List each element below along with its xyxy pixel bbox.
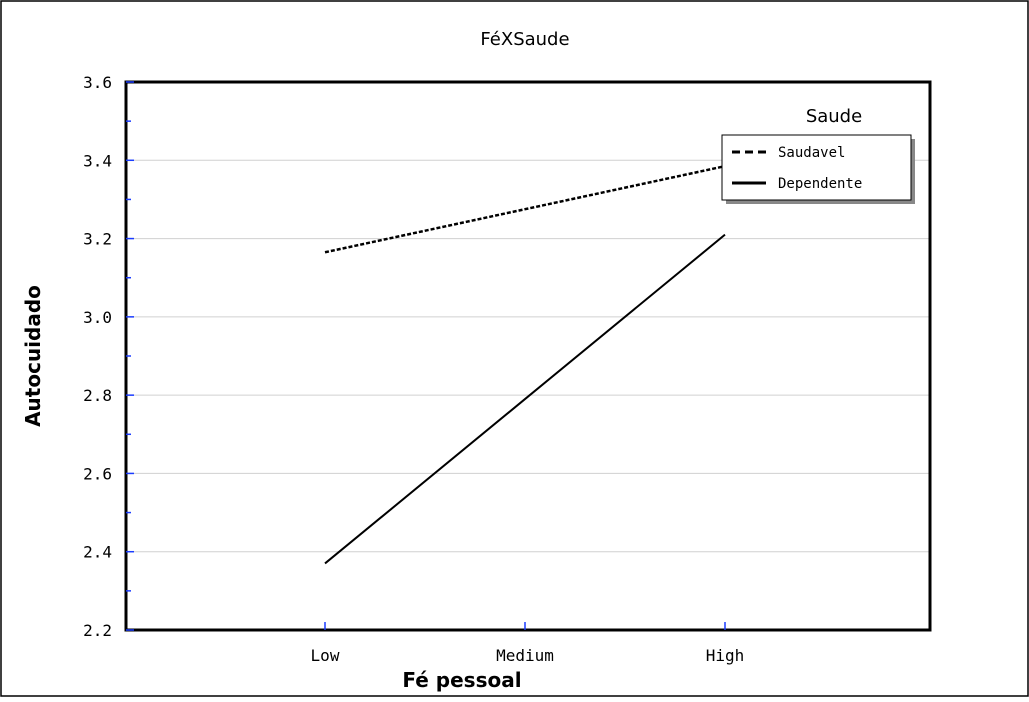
series-line-dependente (324, 233, 726, 565)
series-line-saudavel (324, 164, 726, 254)
legend-items: Saudavel Dependente (732, 145, 862, 192)
legend-label-dependente: Dependente (778, 176, 862, 192)
x-tick-label: Medium (496, 646, 554, 665)
y-tick-label: 3.6 (83, 73, 112, 92)
legend-label-saudavel: Saudavel (778, 145, 845, 161)
y-tick-label: 3.0 (83, 308, 112, 327)
x-tick-label: High (706, 646, 745, 665)
y-tick-label: 2.4 (83, 543, 112, 562)
y-axis: 2.2 2.4 2.6 2.8 3.0 3.2 3.4 3.6 (83, 73, 134, 640)
y-tick-label: 2.2 (83, 621, 112, 640)
chart-title: FéXSaude (480, 29, 569, 50)
legend-title: Saude (806, 106, 862, 127)
y-tick-label: 3.2 (83, 230, 112, 249)
gridlines (126, 159, 930, 553)
y-tick-label: 2.6 (83, 464, 112, 483)
y-tick-label: 2.8 (83, 386, 112, 405)
y-tick-label: 3.4 (83, 151, 112, 170)
legend: Saude Saudavel Dependente (721, 106, 915, 204)
y-axis-title: Autocuidado (21, 285, 45, 427)
x-axis-title: Fé pessoal (402, 668, 521, 692)
x-tick-label: Low (311, 646, 340, 665)
series-lines (324, 164, 726, 565)
x-axis: Low Medium High (311, 622, 745, 665)
legend-box (721, 134, 912, 201)
